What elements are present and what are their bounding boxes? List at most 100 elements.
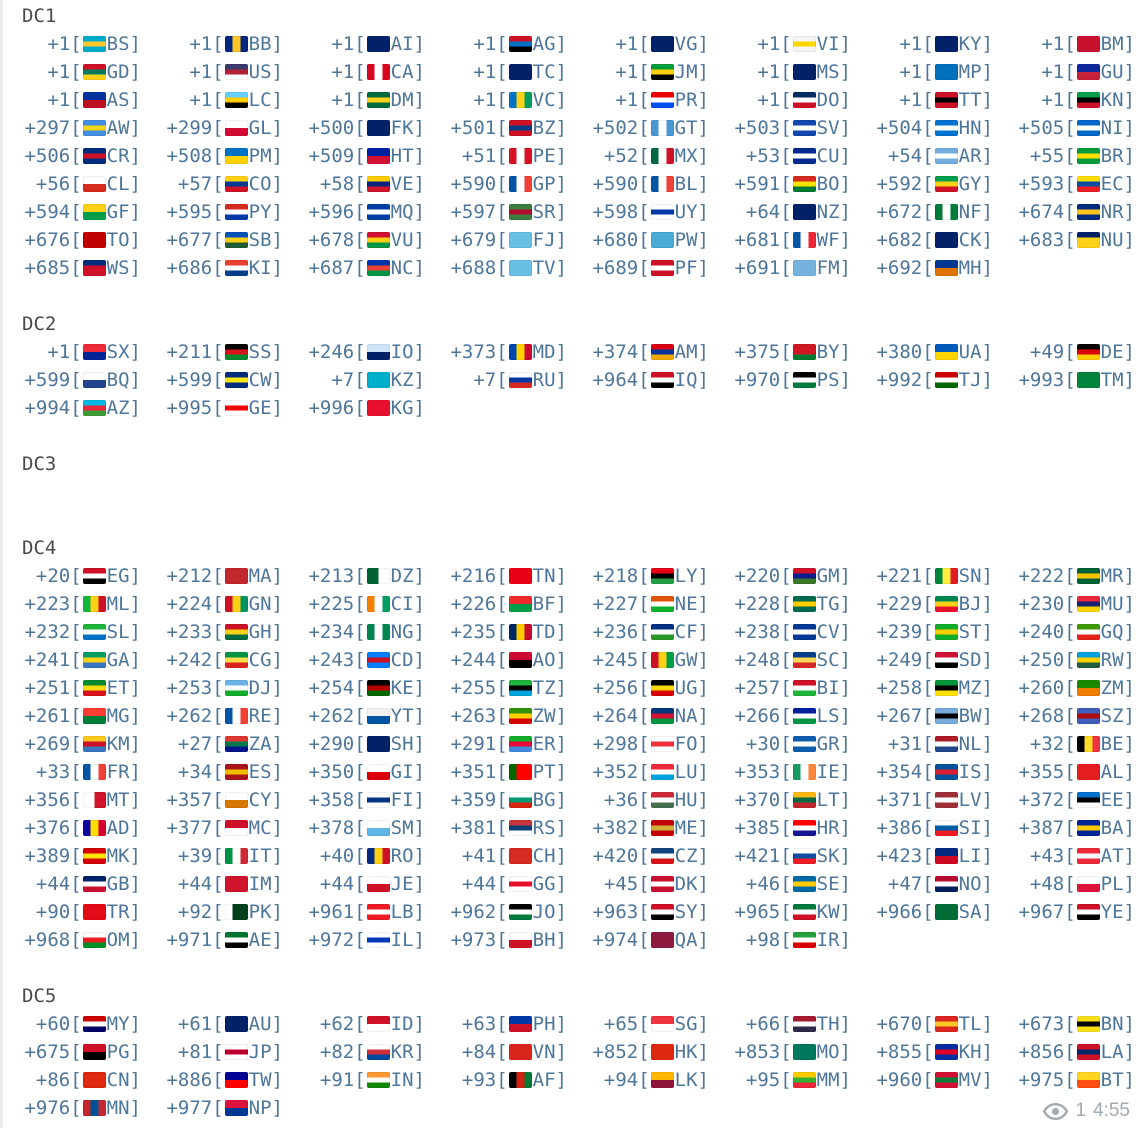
phone-code-entry[interactable]: +352[LU] <box>571 758 713 786</box>
phone-code-entry[interactable]: +970[PS] <box>713 366 855 394</box>
phone-code-entry[interactable]: +977[NP] <box>145 1094 287 1122</box>
phone-code-entry[interactable]: +262[RE] <box>145 702 287 730</box>
phone-code-entry[interactable]: +255[TZ] <box>429 674 571 702</box>
phone-code-entry[interactable]: +380[UA] <box>855 338 997 366</box>
phone-code-entry[interactable]: +1[BM] <box>997 30 1139 58</box>
phone-code-entry[interactable]: +223[ML] <box>3 590 145 618</box>
phone-code-entry[interactable]: +677[SB] <box>145 226 287 254</box>
phone-code-entry[interactable]: +972[IL] <box>287 926 429 954</box>
phone-code-entry[interactable]: +41[CH] <box>429 842 571 870</box>
phone-code-entry[interactable]: +222[MR] <box>997 562 1139 590</box>
phone-code-entry[interactable]: +45[DK] <box>571 870 713 898</box>
phone-code-entry[interactable]: +683[NU] <box>997 226 1139 254</box>
phone-code-entry[interactable]: +378[SM] <box>287 814 429 842</box>
phone-code-entry[interactable]: +233[GH] <box>145 618 287 646</box>
phone-code-entry[interactable]: +688[TV] <box>429 254 571 282</box>
phone-code-entry[interactable]: +967[YE] <box>997 898 1139 926</box>
phone-code-entry[interactable]: +354[IS] <box>855 758 997 786</box>
phone-code-entry[interactable]: +266[LS] <box>713 702 855 730</box>
phone-code-entry[interactable]: +505[NI] <box>997 114 1139 142</box>
phone-code-entry[interactable]: +297[AW] <box>3 114 145 142</box>
phone-code-entry[interactable]: +1[TT] <box>855 86 997 114</box>
phone-code-entry[interactable]: +7[KZ] <box>287 366 429 394</box>
phone-code-entry[interactable]: +48[PL] <box>997 870 1139 898</box>
phone-code-entry[interactable]: +251[ET] <box>3 674 145 702</box>
phone-code-entry[interactable]: +268[SZ] <box>997 702 1139 730</box>
phone-code-entry[interactable]: +1[US] <box>145 58 287 86</box>
phone-code-entry[interactable]: +389[MK] <box>3 842 145 870</box>
phone-code-entry[interactable]: +290[SH] <box>287 730 429 758</box>
phone-code-entry[interactable]: +211[SS] <box>145 338 287 366</box>
phone-code-entry[interactable]: +598[UY] <box>571 198 713 226</box>
phone-code-entry[interactable]: +62[ID] <box>287 1010 429 1038</box>
phone-code-entry[interactable]: +992[TJ] <box>855 366 997 394</box>
phone-code-entry[interactable]: +46[SE] <box>713 870 855 898</box>
phone-code-entry[interactable]: +30[GR] <box>713 730 855 758</box>
phone-code-entry[interactable]: +674[NR] <box>997 198 1139 226</box>
phone-code-entry[interactable]: +962[JO] <box>429 898 571 926</box>
phone-code-entry[interactable]: +1[AI] <box>287 30 429 58</box>
phone-code-entry[interactable]: +221[SN] <box>855 562 997 590</box>
phone-code-entry[interactable]: +853[MO] <box>713 1038 855 1066</box>
phone-code-entry[interactable]: +856[LA] <box>997 1038 1139 1066</box>
phone-code-entry[interactable]: +1[GD] <box>3 58 145 86</box>
phone-code-entry[interactable]: +246[IO] <box>287 338 429 366</box>
phone-code-entry[interactable]: +257[BI] <box>713 674 855 702</box>
phone-code-entry[interactable]: +975[BT] <box>997 1066 1139 1094</box>
phone-code-entry[interactable]: +33[FR] <box>3 758 145 786</box>
phone-code-entry[interactable]: +54[AR] <box>855 142 997 170</box>
phone-code-entry[interactable]: +60[MY] <box>3 1010 145 1038</box>
phone-code-entry[interactable]: +597[SR] <box>429 198 571 226</box>
phone-code-entry[interactable]: +82[KR] <box>287 1038 429 1066</box>
phone-code-entry[interactable]: +382[ME] <box>571 814 713 842</box>
phone-code-entry[interactable]: +595[PY] <box>145 198 287 226</box>
phone-code-entry[interactable]: +672[NF] <box>855 198 997 226</box>
phone-code-entry[interactable]: +32[BE] <box>997 730 1139 758</box>
phone-code-entry[interactable]: +56[CL] <box>3 170 145 198</box>
phone-code-entry[interactable]: +1[BS] <box>3 30 145 58</box>
phone-code-entry[interactable]: +90[TR] <box>3 898 145 926</box>
phone-code-entry[interactable]: +291[ER] <box>429 730 571 758</box>
phone-code-entry[interactable]: +254[KE] <box>287 674 429 702</box>
phone-code-entry[interactable]: +44[GB] <box>3 870 145 898</box>
phone-code-entry[interactable]: +971[AE] <box>145 926 287 954</box>
phone-code-entry[interactable]: +1[MS] <box>713 58 855 86</box>
phone-code-entry[interactable]: +976[MN] <box>3 1094 145 1122</box>
phone-code-entry[interactable]: +299[GL] <box>145 114 287 142</box>
phone-code-entry[interactable]: +298[FO] <box>571 730 713 758</box>
phone-code-entry[interactable]: +20[EG] <box>3 562 145 590</box>
phone-code-entry[interactable]: +591[BO] <box>713 170 855 198</box>
phone-code-entry[interactable]: +373[MD] <box>429 338 571 366</box>
phone-code-entry[interactable]: +994[AZ] <box>3 394 145 422</box>
phone-code-entry[interactable]: +381[RS] <box>429 814 571 842</box>
phone-code-entry[interactable]: +225[CI] <box>287 590 429 618</box>
phone-code-entry[interactable]: +421[SK] <box>713 842 855 870</box>
phone-code-entry[interactable]: +974[QA] <box>571 926 713 954</box>
phone-code-entry[interactable]: +385[HR] <box>713 814 855 842</box>
phone-code-entry[interactable]: +55[BR] <box>997 142 1139 170</box>
phone-code-entry[interactable]: +386[SI] <box>855 814 997 842</box>
phone-code-entry[interactable]: +675[PG] <box>3 1038 145 1066</box>
phone-code-entry[interactable]: +244[AO] <box>429 646 571 674</box>
phone-code-entry[interactable]: +248[SC] <box>713 646 855 674</box>
phone-code-entry[interactable]: +7[RU] <box>429 366 571 394</box>
phone-code-entry[interactable]: +503[SV] <box>713 114 855 142</box>
phone-code-entry[interactable]: +243[CD] <box>287 646 429 674</box>
phone-code-entry[interactable]: +1[JM] <box>571 58 713 86</box>
phone-code-entry[interactable]: +370[LT] <box>713 786 855 814</box>
phone-code-entry[interactable]: +93[AF] <box>429 1066 571 1094</box>
phone-code-entry[interactable]: +886[TW] <box>145 1066 287 1094</box>
phone-code-entry[interactable]: +34[ES] <box>145 758 287 786</box>
phone-code-entry[interactable]: +224[GN] <box>145 590 287 618</box>
phone-code-entry[interactable]: +961[LB] <box>287 898 429 926</box>
phone-code-entry[interactable]: +968[OM] <box>3 926 145 954</box>
phone-code-entry[interactable]: +592[GY] <box>855 170 997 198</box>
phone-code-entry[interactable]: +36[HU] <box>571 786 713 814</box>
phone-code-entry[interactable]: +98[IR] <box>713 926 855 954</box>
phone-code-entry[interactable]: +63[PH] <box>429 1010 571 1038</box>
phone-code-entry[interactable]: +236[CF] <box>571 618 713 646</box>
phone-code-entry[interactable]: +95[MM] <box>713 1066 855 1094</box>
phone-code-entry[interactable]: +423[LI] <box>855 842 997 870</box>
phone-code-entry[interactable]: +371[LV] <box>855 786 997 814</box>
phone-code-entry[interactable]: +973[BH] <box>429 926 571 954</box>
